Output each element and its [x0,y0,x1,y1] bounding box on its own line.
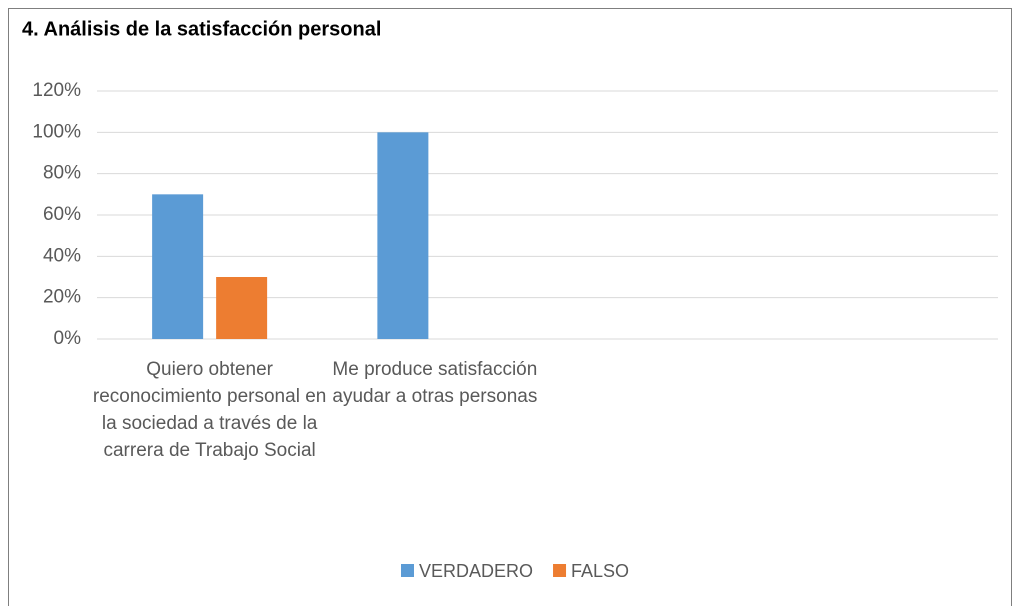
chart-title: 4. Análisis de la satisfacción personal [22,18,381,40]
bar [377,132,429,339]
x-tick-label: Me produce satisfacción ayudar a otras p… [332,359,538,407]
y-tick-label: 120% [32,80,81,101]
y-tick-label: 100% [32,121,81,142]
legend-swatch [401,564,414,577]
y-tick-label: 20% [43,287,81,308]
legend-label: VERDADERO [419,561,533,581]
y-tick-label: 80% [43,163,81,184]
y-tick-label: 60% [43,204,81,225]
legend-swatch [553,564,567,577]
y-tick-label: 0% [54,328,82,349]
bar [216,277,268,339]
x-tick-label: Quiero obtener reconocimiento personal e… [92,359,327,461]
bar [152,194,204,339]
legend-label: FALSO [571,561,629,581]
y-tick-label: 40% [43,245,81,266]
